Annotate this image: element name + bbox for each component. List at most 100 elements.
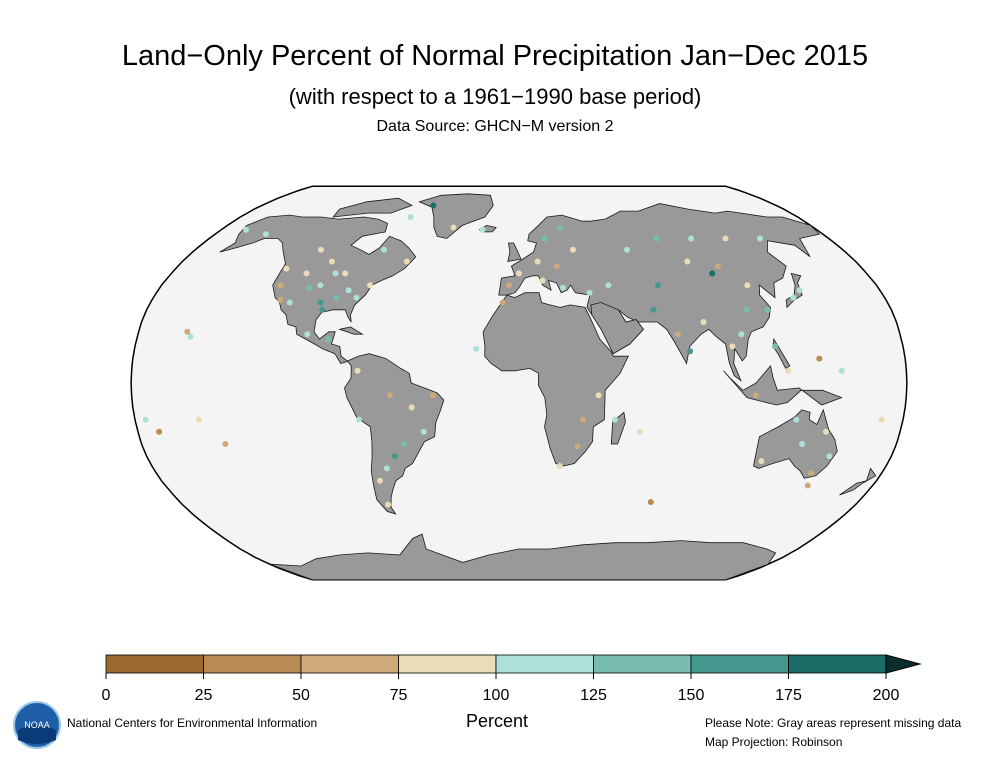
station-point <box>430 202 437 209</box>
noaa-logo-icon: NOAA <box>13 701 61 749</box>
legend-swatch <box>593 654 692 674</box>
station-point <box>647 499 654 506</box>
station-point <box>559 284 566 291</box>
station-point <box>541 235 548 242</box>
station-point <box>534 258 541 265</box>
legend-tick-label: 200 <box>873 687 900 704</box>
station-point <box>391 453 398 460</box>
station-point <box>386 392 393 399</box>
station-point <box>796 287 803 294</box>
station-point <box>342 270 349 277</box>
station-point <box>262 231 269 238</box>
station-point <box>687 348 694 355</box>
station-point <box>838 367 845 374</box>
land-japan <box>785 272 803 309</box>
station-point <box>142 416 149 423</box>
station-point <box>407 214 414 220</box>
legend-tick-label: 25 <box>195 687 213 704</box>
station-point <box>195 416 202 423</box>
station-point <box>556 224 563 231</box>
station-point <box>354 367 361 374</box>
station-point <box>624 246 630 253</box>
station-point <box>184 328 191 335</box>
station-point <box>332 270 339 277</box>
station-point <box>317 282 324 289</box>
station-point <box>429 392 436 399</box>
station-point <box>700 319 707 325</box>
station-point <box>306 284 313 291</box>
station-point <box>757 235 763 242</box>
station-point <box>473 345 480 352</box>
station-point <box>222 441 229 447</box>
station-point <box>420 428 427 435</box>
station-point <box>758 458 765 465</box>
station-point <box>383 465 390 472</box>
station-point <box>816 355 823 362</box>
legend-tick-label: 75 <box>390 687 408 704</box>
station-point <box>586 289 593 296</box>
station-point <box>450 224 457 231</box>
station-point <box>353 294 360 301</box>
land-africa <box>482 292 629 467</box>
station-point <box>381 246 387 253</box>
station-point <box>793 416 800 423</box>
station-point <box>804 482 811 489</box>
station-point <box>715 263 721 270</box>
station-point <box>688 235 695 242</box>
station-point <box>636 428 643 435</box>
legend-swatch <box>398 654 497 674</box>
station-point <box>283 265 290 272</box>
station-point <box>655 282 661 289</box>
legend-units: Percent <box>466 711 529 731</box>
station-point <box>684 258 691 265</box>
station-point <box>580 416 586 423</box>
station-point <box>286 299 293 306</box>
data-source: Data Source: GHCN−M version 2 <box>376 118 614 135</box>
station-point <box>303 270 310 277</box>
station-point <box>333 294 340 301</box>
legend-swatch <box>788 654 887 674</box>
legend-swatch <box>300 654 399 674</box>
station-point <box>653 235 660 242</box>
station-point <box>674 331 681 338</box>
station-point <box>553 263 560 270</box>
legend-tick-label: 50 <box>292 687 310 704</box>
station-point <box>506 282 513 289</box>
station-point <box>318 246 324 253</box>
station-point <box>328 258 335 265</box>
station-point <box>156 428 163 435</box>
station-point <box>479 226 486 233</box>
station-point <box>612 416 618 423</box>
station-point <box>709 270 716 277</box>
station-point <box>574 443 581 450</box>
station-point <box>743 306 750 313</box>
station-point <box>595 392 602 399</box>
station-point <box>764 306 771 313</box>
station-point <box>738 331 745 338</box>
map-subtitle: (with respect to a 1961−1990 base period… <box>288 84 702 109</box>
station-point <box>790 294 797 301</box>
legend-tick-label: 0 <box>102 687 111 704</box>
station-point <box>356 416 362 423</box>
station-point <box>277 282 284 289</box>
station-point <box>385 501 392 508</box>
station-point <box>605 282 612 289</box>
station-point <box>277 297 284 303</box>
projection-note: Map Projection: Robinson <box>705 735 843 749</box>
land-south-america <box>344 353 445 515</box>
station-point <box>752 392 759 399</box>
station-point <box>556 463 563 469</box>
station-point <box>785 367 791 374</box>
map-title: Land−Only Percent of Normal Precipitatio… <box>121 40 869 72</box>
station-point <box>377 477 383 484</box>
land-cuba <box>338 326 364 335</box>
legend-tick-label: 100 <box>483 687 510 704</box>
legend-tick-label: 150 <box>678 687 705 704</box>
station-point <box>304 331 311 338</box>
land-uk <box>507 242 522 263</box>
station-point <box>516 270 522 277</box>
station-point <box>499 299 506 306</box>
legend-swatch <box>495 654 594 674</box>
